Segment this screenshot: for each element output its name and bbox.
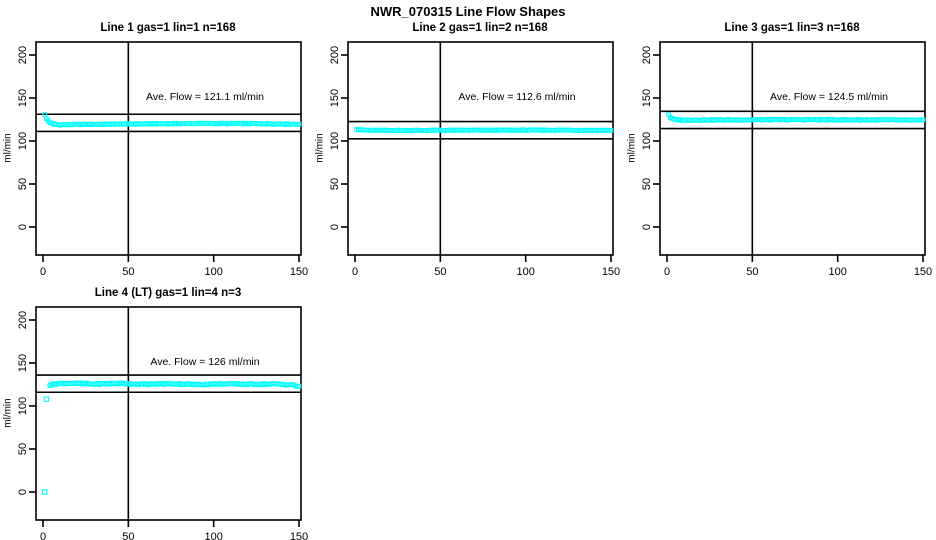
data-point (296, 383, 302, 389)
x-tick-label: 50 (122, 531, 134, 540)
y-tick-label: 200 (17, 311, 29, 329)
avg-flow-annotation: Ave. Flow = 126 ml/min (150, 356, 260, 368)
plot-area: 0 50 100 150 0 50 100 150 200 (641, 41, 932, 275)
x-tick-label: 0 (40, 266, 46, 275)
x-tick-label: 100 (204, 266, 222, 275)
avg-flow-annotation: Ave. Flow = 124.5 ml/min (770, 91, 888, 103)
plot-area: 0 50 100 150 0 50 100 150 200 (17, 306, 308, 540)
data-point (920, 117, 926, 123)
x-tick-label: 150 (602, 266, 620, 275)
y-tick-label: 200 (329, 46, 341, 64)
y-tick-label: 0 (641, 224, 653, 230)
y-tick-label: 150 (329, 89, 341, 107)
plot-area: 0 50 100 150 0 50 100 150 200 (329, 41, 620, 275)
y-tick-label: 100 (641, 132, 653, 150)
figure-title: NWR_070315 Line Flow Shapes (370, 4, 566, 19)
y-tick-label: 50 (641, 178, 653, 190)
subplot-line-1: Line 1 gas=1 lin=1 n=168 ml/min Ave. Flo… (0, 0, 312, 275)
x-tick-label: 100 (516, 266, 534, 275)
y-tick-label: 200 (641, 46, 653, 64)
data-point (296, 121, 302, 127)
avg-flow-annotation: Ave. Flow = 121.1 ml/min (146, 91, 264, 103)
y-tick-label: 150 (641, 89, 653, 107)
subplot-title: Line 4 (LT) gas=1 lin=4 n=3 (94, 287, 242, 299)
plot-box (35, 306, 302, 521)
outlier-data-point (43, 396, 50, 402)
y-tick-label: 0 (17, 489, 29, 495)
subplot-line-3: Line 3 gas=1 lin=3 n=168 ml/min Ave. Flo… (624, 0, 936, 275)
y-tick-label: 0 (329, 224, 341, 230)
y-tick-label: 100 (17, 397, 29, 415)
x-tick-label: 50 (746, 266, 758, 275)
plot-box (35, 41, 302, 256)
y-tick-label: 50 (17, 178, 29, 190)
avg-flow-annotation: Ave. Flow = 112.6 ml/min (458, 91, 576, 103)
x-tick-label: 0 (664, 266, 670, 275)
outlier-data-point (41, 489, 48, 495)
x-tick-label: 100 (204, 531, 222, 540)
subplot-line-4: Line 4 (LT) gas=1 lin=4 n=3 ml/min Ave. … (0, 265, 312, 540)
subplot-title: Line 2 gas=1 lin=2 n=168 (412, 22, 548, 34)
x-tick-label: 150 (914, 266, 932, 275)
y-tick-label: 50 (17, 443, 29, 455)
subplot-line-2: Line 2 gas=1 lin=2 n=168 ml/min Ave. Flo… (312, 0, 624, 275)
plot-box (347, 41, 614, 256)
plot-box (659, 41, 926, 256)
x-tick-label: 150 (290, 266, 308, 275)
x-tick-label: 150 (290, 531, 308, 540)
plot-area: 0 50 100 150 0 50 100 150 200 (17, 41, 308, 275)
x-tick-label: 100 (828, 266, 846, 275)
y-tick-label: 0 (17, 224, 29, 230)
subplot-title: Line 1 gas=1 lin=1 n=168 (100, 22, 236, 34)
x-tick-label: 50 (122, 266, 134, 275)
y-tick-label: 200 (17, 46, 29, 64)
y-tick-label: 50 (329, 178, 341, 190)
x-tick-label: 0 (40, 531, 46, 540)
data-point (608, 127, 614, 133)
y-tick-label: 150 (17, 354, 29, 372)
y-tick-label: 100 (329, 132, 341, 150)
y-tick-label: 100 (17, 132, 29, 150)
x-tick-label: 50 (434, 266, 446, 275)
y-tick-label: 150 (17, 89, 29, 107)
x-tick-label: 0 (352, 266, 358, 275)
subplot-title: Line 3 gas=1 lin=3 n=168 (724, 22, 860, 34)
